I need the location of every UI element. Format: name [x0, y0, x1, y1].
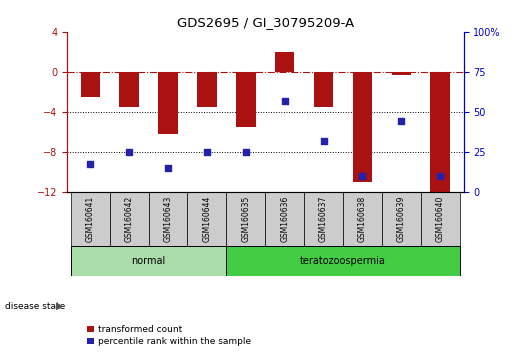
Point [125, 149, 133, 155]
Text: GSM160635: GSM160635 [242, 196, 250, 242]
Bar [71, 192, 110, 246]
Bar [80, 72, 100, 97]
Bar [110, 192, 149, 246]
Point [319, 138, 328, 143]
Bar [149, 192, 187, 246]
Bar [382, 192, 421, 246]
Bar [304, 192, 343, 246]
Bar [265, 192, 304, 246]
Bar [353, 72, 372, 182]
Text: GSM160643: GSM160643 [164, 196, 173, 242]
Point [436, 173, 444, 178]
Text: normal: normal [131, 256, 166, 266]
Bar [227, 246, 459, 276]
Bar [314, 72, 333, 107]
Bar [187, 192, 227, 246]
Bar [197, 72, 217, 107]
Text: ▶: ▶ [56, 301, 63, 311]
Text: GSM160639: GSM160639 [397, 196, 406, 242]
Point [86, 162, 94, 167]
Text: GSM160640: GSM160640 [436, 196, 444, 242]
Legend: transformed count, percentile rank within the sample: transformed count, percentile rank withi… [87, 325, 251, 346]
Bar [391, 72, 411, 75]
Point [242, 149, 250, 155]
Text: teratozoospermia: teratozoospermia [300, 256, 386, 266]
Bar [431, 72, 450, 192]
Text: GSM160644: GSM160644 [202, 196, 212, 242]
Bar [343, 192, 382, 246]
Text: GSM160636: GSM160636 [280, 196, 289, 242]
Text: disease state: disease state [5, 302, 65, 311]
Point [164, 165, 172, 171]
Bar [227, 192, 265, 246]
Bar [236, 72, 255, 127]
Title: GDS2695 / GI_30795209-A: GDS2695 / GI_30795209-A [177, 16, 354, 29]
Point [397, 119, 405, 124]
Bar [275, 52, 295, 72]
Text: GSM160641: GSM160641 [86, 196, 95, 242]
Point [358, 173, 367, 178]
Text: GSM160642: GSM160642 [125, 196, 134, 242]
Point [281, 98, 289, 103]
Bar [71, 246, 227, 276]
Point [203, 149, 211, 155]
Bar [119, 72, 139, 107]
Text: GSM160637: GSM160637 [319, 196, 328, 242]
Bar [421, 192, 459, 246]
Text: GSM160638: GSM160638 [358, 196, 367, 242]
Bar [158, 72, 178, 134]
